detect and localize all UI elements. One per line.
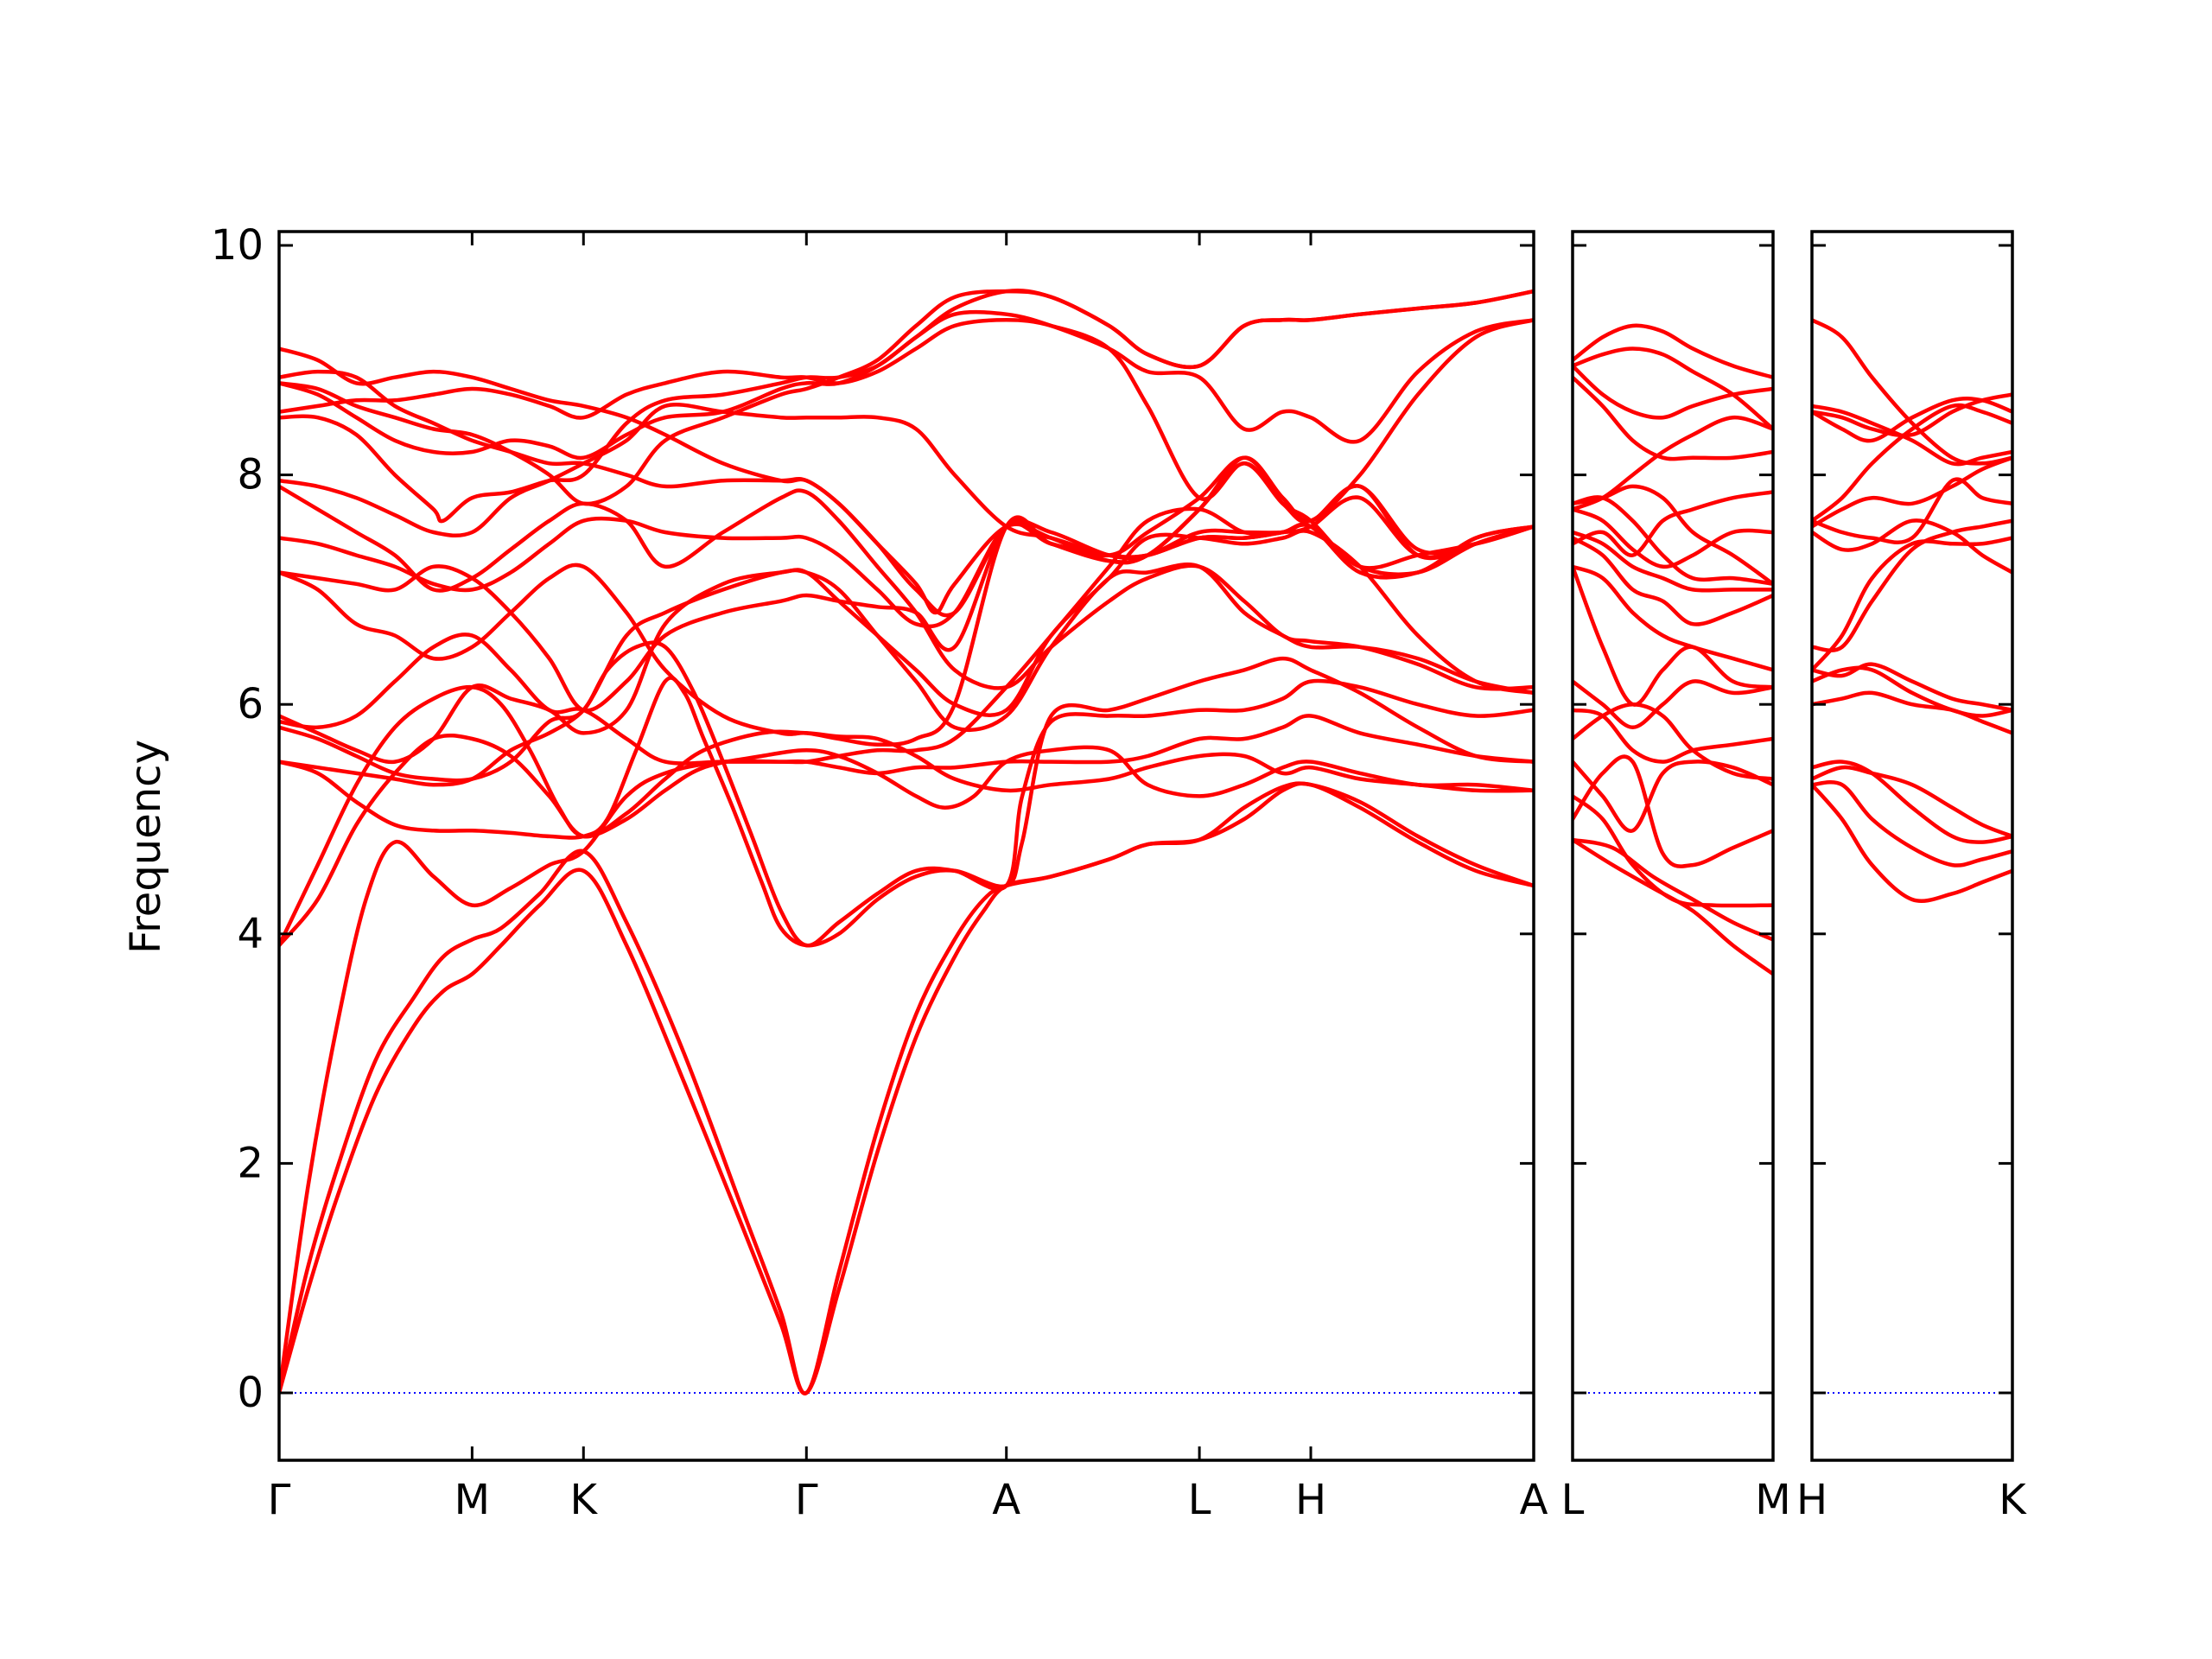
band-line-4 <box>1812 765 2012 839</box>
band-line-5 <box>279 684 1534 948</box>
band-line-9 <box>1812 536 2012 672</box>
x-tick-label: H <box>1796 1476 1827 1524</box>
band-line-5 <box>1573 760 1773 833</box>
band-line-21 <box>279 346 1534 615</box>
band-line-20 <box>1573 323 1773 379</box>
band-line-3 <box>1812 760 2012 844</box>
band-line-15 <box>1812 404 2012 467</box>
panel-frame <box>1810 230 2014 1462</box>
x-tick-label: H <box>1295 1476 1326 1524</box>
band-line-17 <box>1812 392 2012 438</box>
band-line-2 <box>1573 837 1773 942</box>
x-tick-label: Γ <box>268 1476 291 1524</box>
band-line-7 <box>1812 662 2012 713</box>
band-line-10 <box>279 495 1534 766</box>
band-line-8 <box>1573 679 1773 730</box>
band-line-6 <box>1812 665 2012 718</box>
band-line-11 <box>1573 536 1773 626</box>
band-line-9 <box>1573 564 1773 707</box>
band-line-17 <box>279 318 1534 524</box>
band-line-21 <box>1573 490 1773 557</box>
band-line-4 <box>279 729 1534 948</box>
band-line-1 <box>1812 782 2012 903</box>
band-line-7 <box>279 640 1534 948</box>
band-line-19 <box>279 289 1534 506</box>
band-line-11 <box>1812 477 2012 545</box>
band-line-13 <box>1812 403 2012 523</box>
band-line-16 <box>279 309 1534 524</box>
band-line-12 <box>1573 530 1773 593</box>
band-line-8 <box>1812 518 2012 652</box>
band-line-12 <box>1812 455 2012 529</box>
band-line-2 <box>1812 780 2012 868</box>
band-line-14 <box>279 484 1534 691</box>
y-tick-label: 8 <box>237 451 264 499</box>
band-line-16 <box>1812 318 2012 466</box>
panel-frame <box>1571 230 1775 1462</box>
panel-2-bands <box>1573 323 1773 976</box>
x-tick-label: A <box>1520 1476 1548 1524</box>
x-tick-label: K <box>570 1476 599 1524</box>
band-line-3 <box>1573 794 1773 908</box>
panel-1: 0 2 4 6 8 10 Γ M K Γ A L H A <box>211 221 1548 1524</box>
x-tick-label: K <box>1999 1476 2027 1524</box>
panel-1-bands <box>279 289 1534 1395</box>
band-line-16 <box>1573 415 1773 512</box>
band-line-2 <box>279 781 1534 1395</box>
y-tick-label: 0 <box>237 1369 264 1417</box>
band-line-10 <box>1573 564 1773 672</box>
band-line-17 <box>1573 375 1773 461</box>
x-tick-label: A <box>992 1476 1020 1524</box>
y-tick-label: 10 <box>211 221 264 270</box>
x-tick-label: M <box>454 1476 490 1524</box>
x-tick-label: L <box>1561 1476 1585 1524</box>
band-line-7 <box>1573 708 1773 764</box>
x-tick-label: Γ <box>795 1476 818 1524</box>
y-tick-label: 4 <box>237 910 264 958</box>
band-line-5 <box>1812 690 2012 735</box>
band-line-19 <box>1573 346 1773 431</box>
panel-3-bands <box>1812 318 2012 903</box>
panel-frame <box>277 230 1535 1462</box>
x-tick-label: M <box>1755 1476 1790 1524</box>
band-line-10 <box>1812 518 2012 575</box>
y-tick-label: 2 <box>237 1139 264 1187</box>
x-tick-label: L <box>1188 1476 1211 1524</box>
band-line-13 <box>1573 507 1773 569</box>
y-tick-label: 6 <box>237 680 264 728</box>
band-line-4 <box>1573 754 1773 868</box>
y-axis-label: Frequency <box>122 740 170 954</box>
